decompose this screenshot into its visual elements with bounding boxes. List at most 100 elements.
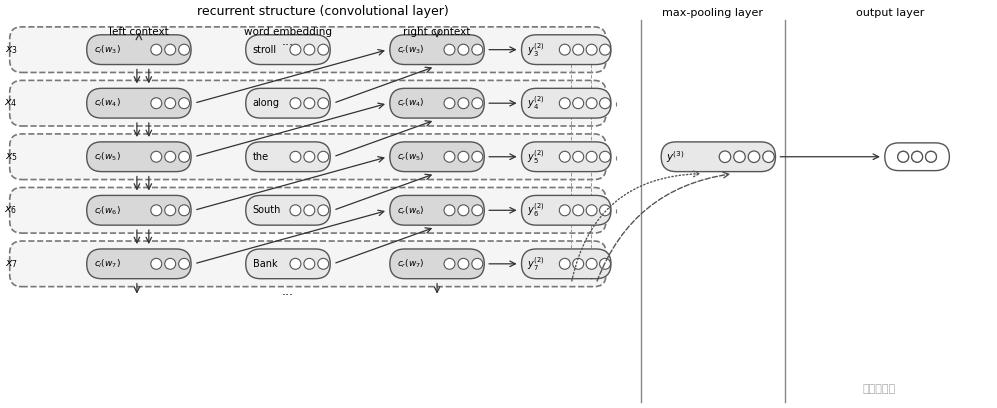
Text: max-pooling layer: max-pooling layer (662, 8, 764, 18)
Text: $c_r(w_6)$: $c_r(w_6)$ (397, 204, 425, 217)
FancyBboxPatch shape (390, 35, 485, 64)
Circle shape (599, 205, 610, 216)
Circle shape (458, 258, 469, 269)
Text: $y^{(3)}$: $y^{(3)}$ (666, 149, 685, 165)
Text: $y_3^{(2)}$: $y_3^{(2)}$ (526, 41, 544, 59)
FancyBboxPatch shape (87, 142, 191, 172)
Circle shape (599, 98, 610, 109)
FancyBboxPatch shape (390, 249, 485, 279)
Circle shape (165, 151, 175, 162)
FancyBboxPatch shape (245, 88, 330, 118)
FancyBboxPatch shape (87, 88, 191, 118)
Circle shape (572, 205, 583, 216)
Circle shape (599, 151, 610, 162)
Circle shape (151, 205, 162, 216)
Text: $c_l(w_7)$: $c_l(w_7)$ (94, 257, 121, 270)
FancyBboxPatch shape (245, 35, 330, 64)
Text: $c_r(w_4)$: $c_r(w_4)$ (397, 97, 425, 109)
Circle shape (734, 151, 745, 162)
FancyBboxPatch shape (87, 35, 191, 64)
Circle shape (559, 205, 570, 216)
Text: stroll: stroll (252, 44, 277, 55)
Circle shape (763, 151, 775, 162)
Circle shape (444, 205, 455, 216)
Text: $x_{7}$: $x_{7}$ (5, 258, 18, 270)
Text: $y_6^{(2)}$: $y_6^{(2)}$ (526, 202, 544, 219)
Text: $c_r(w_5)$: $c_r(w_5)$ (397, 151, 425, 163)
Circle shape (572, 258, 583, 269)
Circle shape (151, 258, 162, 269)
Circle shape (897, 151, 908, 162)
Circle shape (290, 98, 301, 109)
Circle shape (444, 151, 455, 162)
Circle shape (925, 151, 936, 162)
FancyBboxPatch shape (521, 142, 611, 172)
Circle shape (458, 205, 469, 216)
Circle shape (444, 44, 455, 55)
FancyBboxPatch shape (245, 142, 330, 172)
Circle shape (599, 44, 610, 55)
FancyBboxPatch shape (87, 195, 191, 225)
Text: $x_{4}$: $x_{4}$ (4, 97, 18, 109)
Text: $c_l(w_6)$: $c_l(w_6)$ (94, 204, 121, 217)
Circle shape (165, 205, 175, 216)
Text: $x_{5}$: $x_{5}$ (5, 151, 18, 163)
Circle shape (897, 151, 908, 162)
FancyBboxPatch shape (390, 142, 485, 172)
Circle shape (559, 98, 570, 109)
Circle shape (586, 151, 597, 162)
Circle shape (572, 98, 583, 109)
FancyBboxPatch shape (10, 188, 606, 233)
Circle shape (586, 98, 597, 109)
FancyBboxPatch shape (10, 27, 606, 73)
Circle shape (472, 205, 483, 216)
Circle shape (472, 258, 483, 269)
Text: ...: ... (282, 285, 294, 298)
Circle shape (290, 151, 301, 162)
Circle shape (304, 98, 315, 109)
FancyBboxPatch shape (661, 142, 776, 172)
FancyBboxPatch shape (521, 249, 611, 279)
FancyBboxPatch shape (245, 195, 330, 225)
FancyBboxPatch shape (521, 195, 611, 225)
Circle shape (304, 151, 315, 162)
Circle shape (458, 44, 469, 55)
Circle shape (586, 205, 597, 216)
Circle shape (304, 205, 315, 216)
Circle shape (304, 44, 315, 55)
Circle shape (559, 151, 570, 162)
Circle shape (586, 44, 597, 55)
FancyBboxPatch shape (10, 241, 606, 287)
FancyBboxPatch shape (390, 195, 485, 225)
FancyBboxPatch shape (521, 35, 611, 64)
Text: right context: right context (404, 27, 471, 37)
Circle shape (178, 205, 189, 216)
Text: $y_7^{(2)}$: $y_7^{(2)}$ (526, 255, 544, 273)
Text: $c_r(w_7)$: $c_r(w_7)$ (397, 257, 425, 270)
Text: recurrent structure (convolutional layer): recurrent structure (convolutional layer… (196, 5, 449, 18)
Circle shape (925, 151, 936, 162)
Text: along: along (252, 98, 280, 108)
Circle shape (151, 44, 162, 55)
Text: $x_{3}$: $x_{3}$ (5, 44, 18, 55)
Circle shape (458, 151, 469, 162)
Circle shape (165, 98, 175, 109)
Circle shape (458, 98, 469, 109)
Circle shape (151, 98, 162, 109)
Circle shape (586, 258, 597, 269)
Circle shape (318, 205, 329, 216)
Circle shape (304, 258, 315, 269)
Circle shape (719, 151, 731, 162)
FancyBboxPatch shape (884, 143, 949, 171)
Circle shape (290, 258, 301, 269)
Circle shape (178, 44, 189, 55)
Circle shape (911, 151, 922, 162)
Text: ...: ... (282, 35, 294, 48)
FancyBboxPatch shape (245, 249, 330, 279)
Text: Bank: Bank (252, 259, 277, 269)
Circle shape (178, 258, 189, 269)
Text: $x_{6}$: $x_{6}$ (4, 204, 18, 216)
Circle shape (165, 44, 175, 55)
Circle shape (178, 151, 189, 162)
Circle shape (444, 98, 455, 109)
